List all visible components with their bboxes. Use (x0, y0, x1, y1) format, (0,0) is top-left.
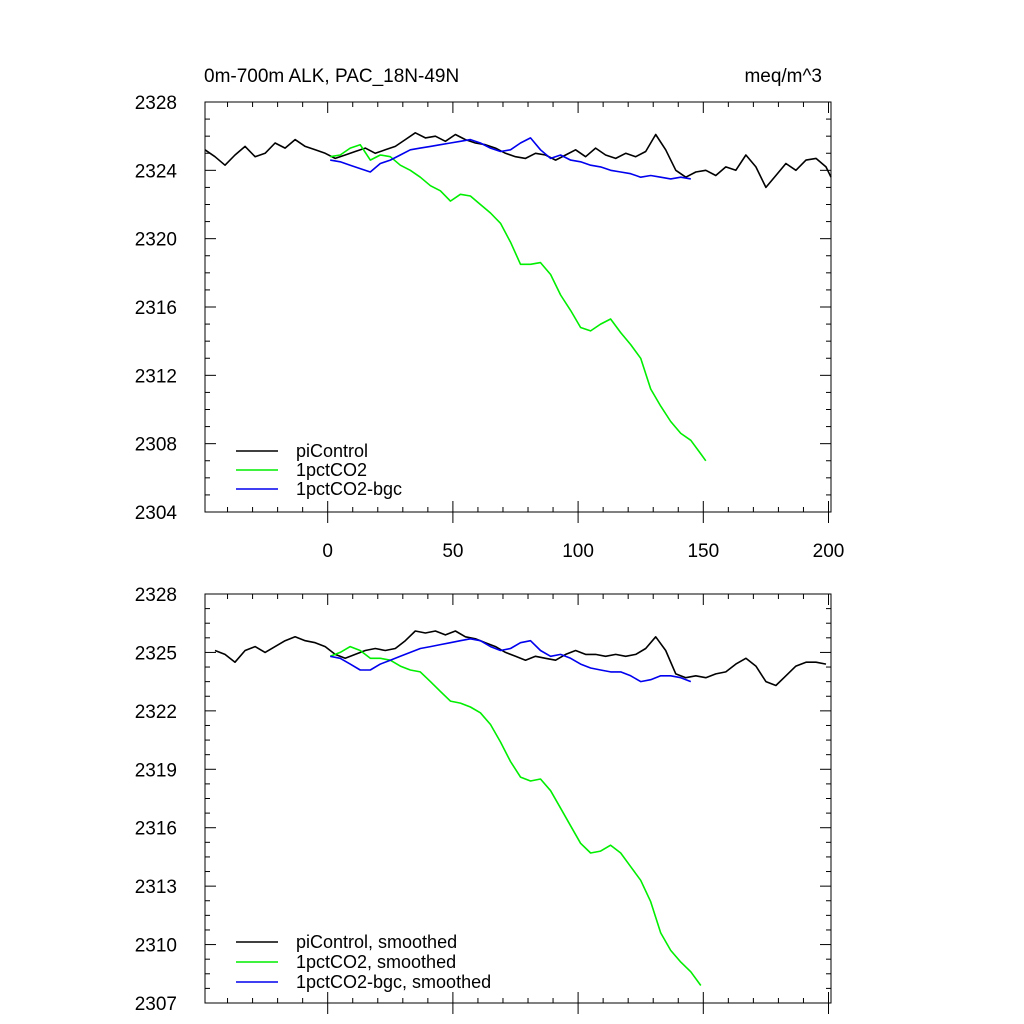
series-line-picontrol (204, 132, 832, 189)
x-tick-label: 100 (562, 541, 594, 562)
y-tick-label: 2304 (135, 503, 178, 524)
series-line-1pctco2-bgc (330, 137, 691, 180)
y-tick-label: 2312 (135, 366, 177, 387)
y-tick-label: 2316 (135, 819, 177, 840)
y-tick-label: 2328 (135, 585, 177, 606)
y-tick-label: 2307 (135, 994, 177, 1015)
legend-label: 1pctCO2, smoothed (296, 952, 456, 972)
x-tick-label: 200 (813, 541, 845, 562)
y-tick-label: 2310 (135, 936, 177, 957)
y-tick-label: 2324 (135, 161, 178, 182)
top-panel: 0m-700m ALK, PAC_18N-49N meq/m^3 0 50 100 1… (135, 66, 845, 562)
bottom-panel: 2307 2310 2313 2316 2319 2322 2325 2328 piContro… (135, 585, 832, 1015)
legend-label: piControl (296, 441, 368, 461)
series-line-1pctco2 (330, 143, 707, 462)
legend-label: 1pctCO2 (296, 460, 367, 480)
y-tick-label: 2328 (135, 93, 177, 114)
chart-title: 0m-700m ALK, PAC_18N-49N (204, 66, 459, 87)
y-tick-label: 2319 (135, 760, 177, 781)
y-tick-label: 2316 (135, 298, 177, 319)
legend-label: piControl, smoothed (296, 932, 457, 952)
x-tick-label: 50 (442, 541, 463, 562)
y-tick-label: 2322 (135, 702, 177, 723)
legend-label: 1pctCO2-bgc (296, 479, 402, 499)
series-line-1pctco2-bgc-smoothed (330, 637, 692, 683)
chart-units-label: meq/m^3 (744, 66, 822, 87)
y-tick-label: 2308 (135, 435, 177, 456)
series-line-picontrol-smoothed (214, 630, 827, 687)
x-tick-label: 150 (687, 541, 719, 562)
series-line-1pctco2-smoothed (329, 645, 702, 986)
y-tick-label: 2313 (135, 877, 177, 898)
x-tick-label: 0 (322, 541, 333, 562)
y-tick-label: 2325 (135, 643, 177, 664)
legend-label: 1pctCO2-bgc, smoothed (296, 972, 491, 992)
y-tick-label: 2320 (135, 230, 177, 251)
